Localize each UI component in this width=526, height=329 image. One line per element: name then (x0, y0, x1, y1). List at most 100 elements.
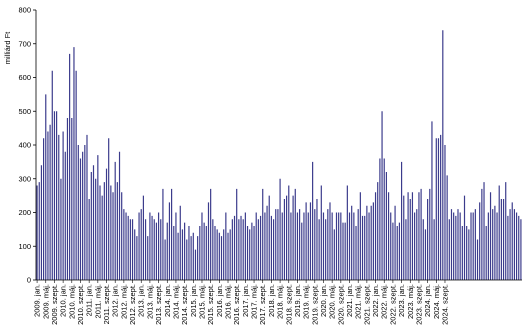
bar (411, 192, 414, 280)
bar (112, 192, 114, 280)
bar (385, 172, 387, 280)
bar (314, 209, 316, 281)
bar (257, 219, 259, 280)
bar (390, 212, 392, 280)
bar (340, 212, 342, 280)
bar (346, 185, 348, 280)
bar (210, 188, 212, 281)
bar (394, 205, 396, 280)
bar (481, 188, 483, 281)
bar (414, 212, 416, 280)
bar (220, 236, 223, 281)
x-tick-label: 2017. szept. (258, 284, 267, 325)
y-tick-label: 800 (18, 6, 31, 15)
bar (151, 215, 153, 281)
bar (45, 94, 47, 281)
x-tick-label: 2018. szept. (284, 284, 293, 325)
y-tick-label: 500 (18, 107, 31, 116)
x-tick-label: 2018. jan. (267, 284, 276, 317)
bar (288, 185, 290, 280)
bar (294, 188, 296, 281)
bar (166, 222, 168, 281)
bar (492, 209, 494, 281)
x-tick-label: 2012. máj. (119, 284, 128, 319)
bar (435, 138, 437, 280)
bar (474, 209, 476, 281)
bar (251, 222, 253, 281)
bar (416, 209, 418, 281)
x-tick-label: 2015. szept. (206, 284, 215, 325)
x-tick-label: 2009. máj. (41, 284, 50, 319)
bar (173, 226, 175, 280)
bar (507, 215, 509, 281)
y-tick-label: 700 (18, 39, 31, 48)
bar (333, 229, 335, 281)
y-tick-label: 100 (18, 242, 31, 251)
bar (502, 199, 505, 280)
bar (418, 192, 420, 280)
bar (62, 131, 64, 280)
bar (327, 209, 329, 281)
y-tick-label: 600 (18, 73, 31, 82)
bar (372, 202, 374, 281)
x-tick-label: 2017. máj. (250, 284, 259, 319)
x-tick-label: 2023. jan. (397, 284, 406, 317)
bar (479, 202, 481, 281)
bar (218, 232, 220, 280)
bar (136, 236, 138, 281)
bar (296, 212, 299, 280)
x-tick-label: 2024. jan. (423, 284, 432, 317)
bar (43, 138, 45, 280)
bar (225, 212, 227, 280)
x-tick-label: 2021. máj. (354, 284, 363, 319)
bar (71, 118, 73, 280)
bar (255, 212, 257, 280)
bar (207, 202, 210, 281)
x-tick-label: 2013. máj. (145, 284, 154, 319)
bar (281, 212, 283, 280)
bar (90, 172, 92, 280)
x-tick-label: 2010. máj. (67, 284, 76, 319)
bar (457, 209, 459, 281)
bar (233, 215, 236, 281)
bar (348, 212, 351, 280)
bar (433, 219, 435, 280)
bar (53, 111, 56, 280)
bar (270, 215, 272, 281)
bar (331, 212, 333, 280)
bar (320, 185, 322, 280)
bar (374, 192, 377, 280)
bar (69, 53, 71, 281)
bar (494, 205, 496, 280)
bar (242, 219, 244, 280)
bar (364, 215, 366, 281)
bar (82, 151, 84, 280)
bar (47, 131, 49, 280)
bar (77, 145, 79, 280)
x-axis: 2009. jan. 2009. máj. 2009. szept. 2010. ja… (33, 279, 522, 325)
bar (485, 226, 487, 280)
bar (455, 215, 457, 281)
bar (92, 165, 95, 280)
bar (201, 212, 203, 280)
bar (149, 212, 151, 280)
bar (101, 195, 103, 281)
bar (450, 209, 453, 281)
x-tick-label: 2021. jan. (345, 284, 354, 317)
bar (262, 188, 264, 281)
bar (466, 226, 468, 280)
bar (212, 219, 214, 280)
bar (424, 229, 427, 281)
bar (184, 222, 186, 281)
bar (329, 202, 331, 281)
bar (253, 226, 255, 280)
bar (442, 30, 444, 280)
bar (377, 182, 379, 281)
bar (286, 195, 288, 281)
bar (279, 178, 281, 280)
bar (518, 215, 520, 281)
x-tick-label: 2019. jan. (293, 284, 302, 317)
bar (134, 229, 136, 281)
bar (489, 192, 492, 280)
